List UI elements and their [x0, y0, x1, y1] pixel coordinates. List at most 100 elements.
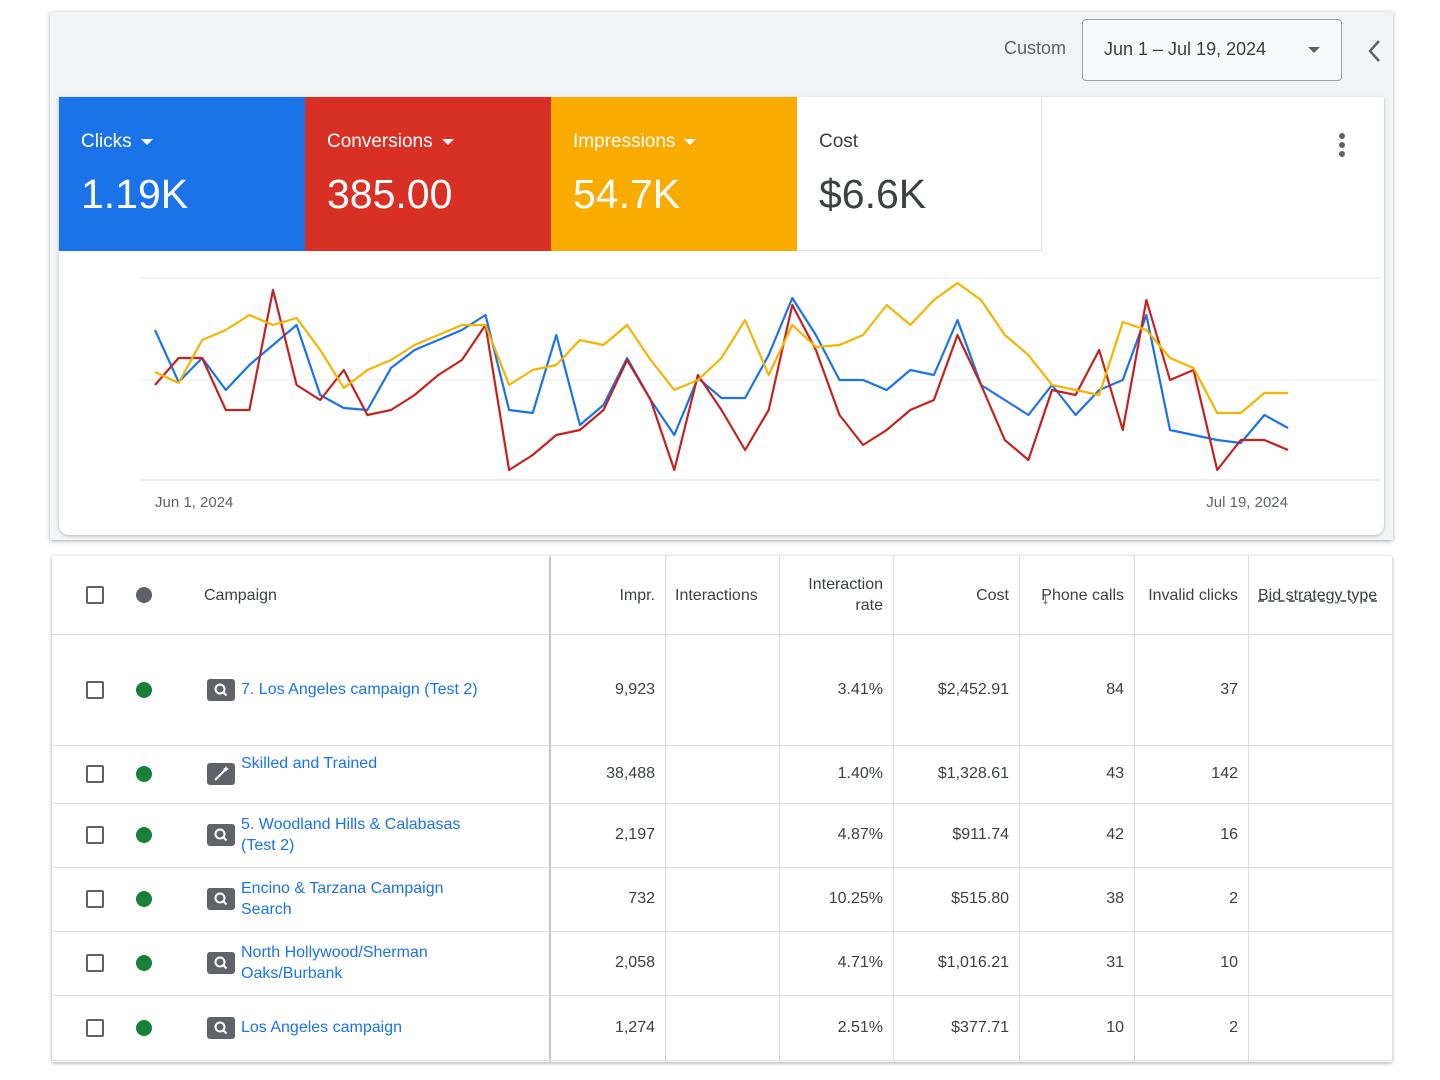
- table-cell: 31: [1106, 954, 1124, 971]
- campaign-cell: Skilled and Trained: [241, 745, 481, 803]
- table-cell: $1,016.21: [937, 954, 1009, 971]
- range-type: Custom: [1004, 38, 1067, 58]
- card-border: [797, 97, 1042, 251]
- table-cell: 2,197: [614, 826, 655, 843]
- column-header[interactable]: Invalid clicks: [1148, 586, 1238, 604]
- status-dot: [136, 766, 152, 782]
- table-cell: 10: [1106, 1018, 1124, 1036]
- campaign-link[interactable]: 5. Woodland Hills & Calabasas (Test 2): [241, 816, 461, 854]
- column-header[interactable]: Bid strategy type: [1258, 586, 1378, 604]
- series-line: [153, 296, 1289, 445]
- checkbox[interactable]: [86, 1018, 104, 1037]
- campaign-type-icon: [207, 824, 235, 846]
- column-header[interactable]: Campaign: [204, 586, 277, 604]
- campaign-cell: North Hollywood/Sherman Oaks/Burbank: [241, 931, 481, 995]
- metric-card[interactable]: Cost $6.6K: [797, 97, 1043, 251]
- column-divider: [1134, 556, 1135, 1062]
- column-divider: [1248, 556, 1249, 1062]
- table-cell: $1,328.61: [937, 765, 1009, 782]
- campaign-link[interactable]: Skilled and Trained: [241, 755, 378, 772]
- column-header[interactable]: Interaction rate: [808, 576, 883, 614]
- table-cell: 142: [1211, 765, 1238, 782]
- campaign-type-icon: [207, 678, 235, 701]
- table-cell: 16: [1220, 826, 1238, 843]
- metric-card[interactable]: Clicks 1.19K: [59, 97, 305, 251]
- column-header[interactable]: Impr.: [619, 586, 655, 604]
- date-picker[interactable]: Jun 1 – Jul 19, 2024: [1082, 19, 1342, 81]
- column-header[interactable]: Phone calls: [1041, 586, 1124, 604]
- column-header[interactable]: Interactions: [675, 586, 758, 604]
- series-line: [154, 288, 1289, 472]
- status-dot: [136, 955, 152, 971]
- column-divider: [1019, 556, 1020, 1062]
- metric-value: 1.19K: [81, 171, 189, 217]
- campaign-link[interactable]: Encino & Tarzana Campaign Search: [241, 880, 444, 918]
- status-dot: [136, 891, 152, 907]
- campaign-cell: 5. Woodland Hills & Calabasas (Test 2): [241, 803, 481, 867]
- table-cell: $515.80: [951, 890, 1009, 907]
- table-cell: 1,274: [614, 1018, 655, 1036]
- checkbox[interactable]: [86, 954, 104, 972]
- table-cell: 9,923: [614, 680, 655, 698]
- table-cell: 38: [1106, 890, 1124, 907]
- table-cell: 84: [1106, 680, 1124, 698]
- metric-label-text: Cost: [819, 131, 859, 152]
- metric-label-text: Impressions: [573, 131, 676, 152]
- status-dot: [136, 827, 152, 843]
- campaign-cell: Los Angeles campaign: [241, 995, 481, 1060]
- campaign-cell: 7. Los Angeles campaign (Test 2): [241, 634, 481, 745]
- table-cell: 42: [1106, 826, 1124, 843]
- campaign-link[interactable]: 7. Los Angeles campaign (Test 2): [241, 681, 478, 698]
- series-line: [154, 281, 1288, 415]
- column-divider: [779, 556, 780, 1062]
- table-cell: 2: [1229, 1018, 1238, 1036]
- row-divider: [52, 1060, 1392, 1061]
- metric-label: Cost: [819, 131, 1043, 153]
- campaign-type-icon: [207, 888, 235, 910]
- campaign-type-icon: [207, 763, 235, 785]
- table-cell: 4.87%: [837, 826, 883, 843]
- row-divider: [52, 634, 1392, 635]
- table-cell: 732: [628, 890, 655, 907]
- column-divider: [549, 556, 551, 1062]
- metric-label: Impressions: [573, 131, 797, 153]
- row-divider: [52, 867, 1392, 868]
- more-menu[interactable]: [1334, 132, 1350, 160]
- checkbox[interactable]: [86, 586, 104, 604]
- row-divider: [52, 803, 1392, 804]
- metric-card[interactable]: Conversions 385.00: [305, 97, 551, 251]
- metric-value: 385.00: [327, 171, 453, 217]
- dropdown-arrow: [684, 138, 697, 145]
- table-cell: 2: [1229, 890, 1238, 907]
- metric-label: Clicks: [81, 131, 305, 153]
- status-dot: [136, 1019, 152, 1036]
- metric-value: $6.6K: [819, 171, 927, 217]
- date-range: Jun 1 – Jul 19, 2024: [1104, 39, 1267, 59]
- table-cell: 38,488: [606, 765, 655, 782]
- table-cell: $911.74: [952, 826, 1009, 843]
- checkbox[interactable]: [86, 765, 104, 783]
- table-cell: $2,452.91: [937, 680, 1009, 698]
- metric-label: Conversions: [327, 131, 551, 153]
- checkbox[interactable]: [86, 826, 104, 844]
- row-divider: [52, 745, 1392, 746]
- campaign-table: Campaign Impr. Interactions Interaction rat…: [52, 556, 1392, 1062]
- column-header[interactable]: Cost: [976, 586, 1009, 604]
- table-cell: 2,058: [614, 954, 655, 971]
- metric-label-text: Conversions: [327, 131, 433, 152]
- campaign-link[interactable]: Los Angeles campaign: [241, 1019, 402, 1036]
- table-cell: 1.40%: [837, 765, 883, 782]
- table-cell: 2.51%: [837, 1018, 883, 1036]
- campaign-link[interactable]: North Hollywood/Sherman Oaks/Burbank: [241, 944, 428, 982]
- collapse-button[interactable]: [1365, 38, 1385, 64]
- table-cell: $377.71: [951, 1018, 1009, 1036]
- checkbox[interactable]: [86, 890, 104, 908]
- checkbox[interactable]: [86, 680, 104, 699]
- table-cell: 4.71%: [837, 954, 883, 971]
- campaign-type-icon: [207, 1016, 235, 1039]
- table-cell: 10: [1220, 954, 1238, 971]
- metric-value: 54.7K: [573, 171, 681, 217]
- metric-card[interactable]: Impressions 54.7K: [551, 97, 797, 251]
- campaign-type-icon: [207, 952, 235, 974]
